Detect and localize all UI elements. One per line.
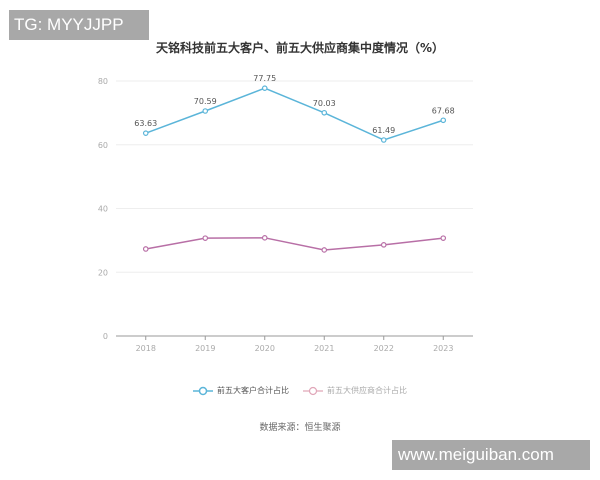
data-point <box>142 246 149 252</box>
data-point <box>380 242 387 248</box>
watermark-top-left: TG: MYYJJPP <box>9 10 149 40</box>
data-label: 61.49 <box>372 126 395 135</box>
data-point <box>261 85 268 91</box>
data-point <box>321 109 328 116</box>
chart-legend: 前五大客户合计占比 前五大供应商合计占比 <box>0 385 600 396</box>
data-label: 70.03 <box>313 99 336 108</box>
x-tick-label: 2018 <box>136 344 156 353</box>
data-label: 77.75 <box>253 74 276 83</box>
data-label: 63.63 <box>134 119 157 128</box>
x-tick-label: 2023 <box>433 344 453 353</box>
x-tick-label: 2021 <box>314 344 334 353</box>
y-tick-label: 40 <box>98 205 108 214</box>
line-chart: 0 20 40 60 80 2018 2019 2020 2021 2022 2023 63.63 70… <box>98 74 473 353</box>
x-tick-label: 2022 <box>374 344 394 353</box>
y-tick-label: 20 <box>98 268 108 277</box>
watermark-bottom-right: www.meiguiban.com <box>392 440 590 470</box>
legend-line-marker-icon <box>303 386 323 395</box>
legend-label-suppliers: 前五大供应商合计占比 <box>327 386 407 395</box>
legend-item-suppliers[interactable]: 前五大供应商合计占比 <box>303 385 407 396</box>
data-label: 70.59 <box>194 97 217 106</box>
legend-label-customers: 前五大客户合计占比 <box>217 386 289 395</box>
legend-line-marker-icon <box>193 386 213 395</box>
x-tick-label: 2020 <box>255 344 275 353</box>
data-point <box>321 247 328 253</box>
chart-title: 天铭科技前五大客户、前五大供应商集中度情况（%） <box>155 41 445 55</box>
data-point <box>440 117 447 124</box>
data-point <box>380 137 387 143</box>
y-tick-label: 60 <box>98 141 108 150</box>
data-point <box>202 108 209 114</box>
data-point <box>440 235 447 241</box>
y-tick-label: 80 <box>98 77 108 86</box>
data-label: 67.68 <box>432 106 455 115</box>
data-point <box>202 235 209 241</box>
series-line-0 <box>145 87 444 141</box>
legend-item-customers[interactable]: 前五大客户合计占比 <box>193 385 289 396</box>
y-tick-label: 0 <box>103 332 108 341</box>
data-point <box>142 130 149 136</box>
data-point <box>261 235 268 241</box>
x-tick-label: 2019 <box>195 344 215 353</box>
series-line-1 <box>145 237 444 251</box>
data-source-note: 数据来源：恒生聚源 <box>259 423 341 433</box>
